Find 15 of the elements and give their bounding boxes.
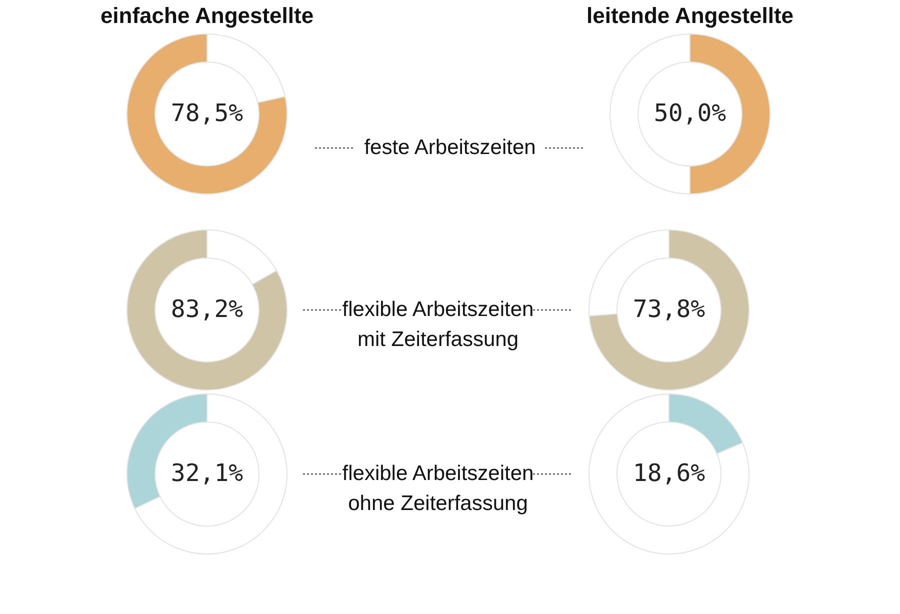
donut-slice <box>126 230 288 390</box>
text: flexible Arbeitszeiten mit Zeiterfassung <box>342 298 534 351</box>
data-label: 78,5% <box>170 99 244 127</box>
text: feste Arbeitszeiten <box>364 136 536 159</box>
donut-slice <box>126 34 288 194</box>
data-label: 32,1% <box>170 459 244 487</box>
donut-slice <box>588 394 750 554</box>
chart-title: leitende Angestellte <box>586 3 794 28</box>
data-label: 73,8% <box>632 295 706 323</box>
data-label: 83,2% <box>170 295 244 323</box>
data-label: 50,0% <box>654 99 727 127</box>
data-label: 18,6% <box>632 459 706 487</box>
chart-title: einfache Angestellte <box>100 3 314 28</box>
text: flexible Arbeitszeiten ohne Zeiterfassung <box>342 462 534 515</box>
donut-slice <box>588 230 750 390</box>
